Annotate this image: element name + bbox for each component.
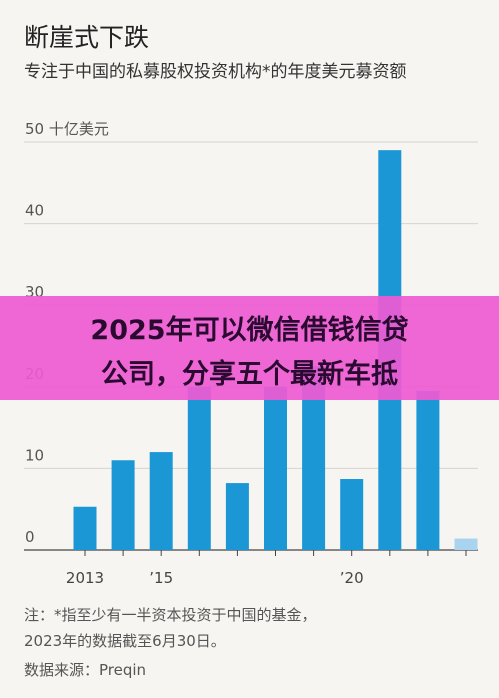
y-tick-label-0: 0: [25, 528, 35, 546]
bar-2014: [111, 460, 135, 550]
bar-2013: [73, 506, 97, 550]
y-tick-label-50: 50 十亿美元: [25, 120, 109, 138]
bar-2019: [302, 366, 326, 550]
bar-2023: [454, 538, 478, 550]
bar-2017: [225, 483, 249, 550]
footnote-line-2: 2023年的数据截至6月30日。: [24, 632, 226, 650]
x-tick-label-2013: 2013: [66, 569, 104, 587]
banner-line-2: 公司，分享五个最新车抵: [101, 359, 398, 390]
y-tick-label-40: 40: [25, 202, 44, 220]
bar-2016: [187, 386, 211, 550]
chart-subtitle: 专注于中国的私募股权投资机构*的年度美元募资额: [24, 62, 407, 82]
source-note: 数据来源：Preqin: [24, 661, 147, 679]
bar-2018: [264, 386, 287, 550]
y-tick-label-10: 10: [25, 446, 44, 464]
footnote-line-1: 注：*指至少有一半资本投资于中国的基金，: [24, 606, 317, 624]
x-tick-label-2015: ’15: [149, 569, 173, 587]
bar-2015: [149, 452, 173, 550]
ad-banner[interactable]: 2025年可以微信借钱信贷 公司，分享五个最新车抵: [0, 296, 499, 400]
chart-title: 断崖式下跌: [24, 23, 150, 52]
banner-line-1: 2025年可以微信借钱信贷: [90, 315, 409, 346]
x-tick-label-2020: ’20: [340, 569, 364, 587]
bar-2020: [340, 479, 364, 550]
bar-2022: [416, 390, 440, 550]
